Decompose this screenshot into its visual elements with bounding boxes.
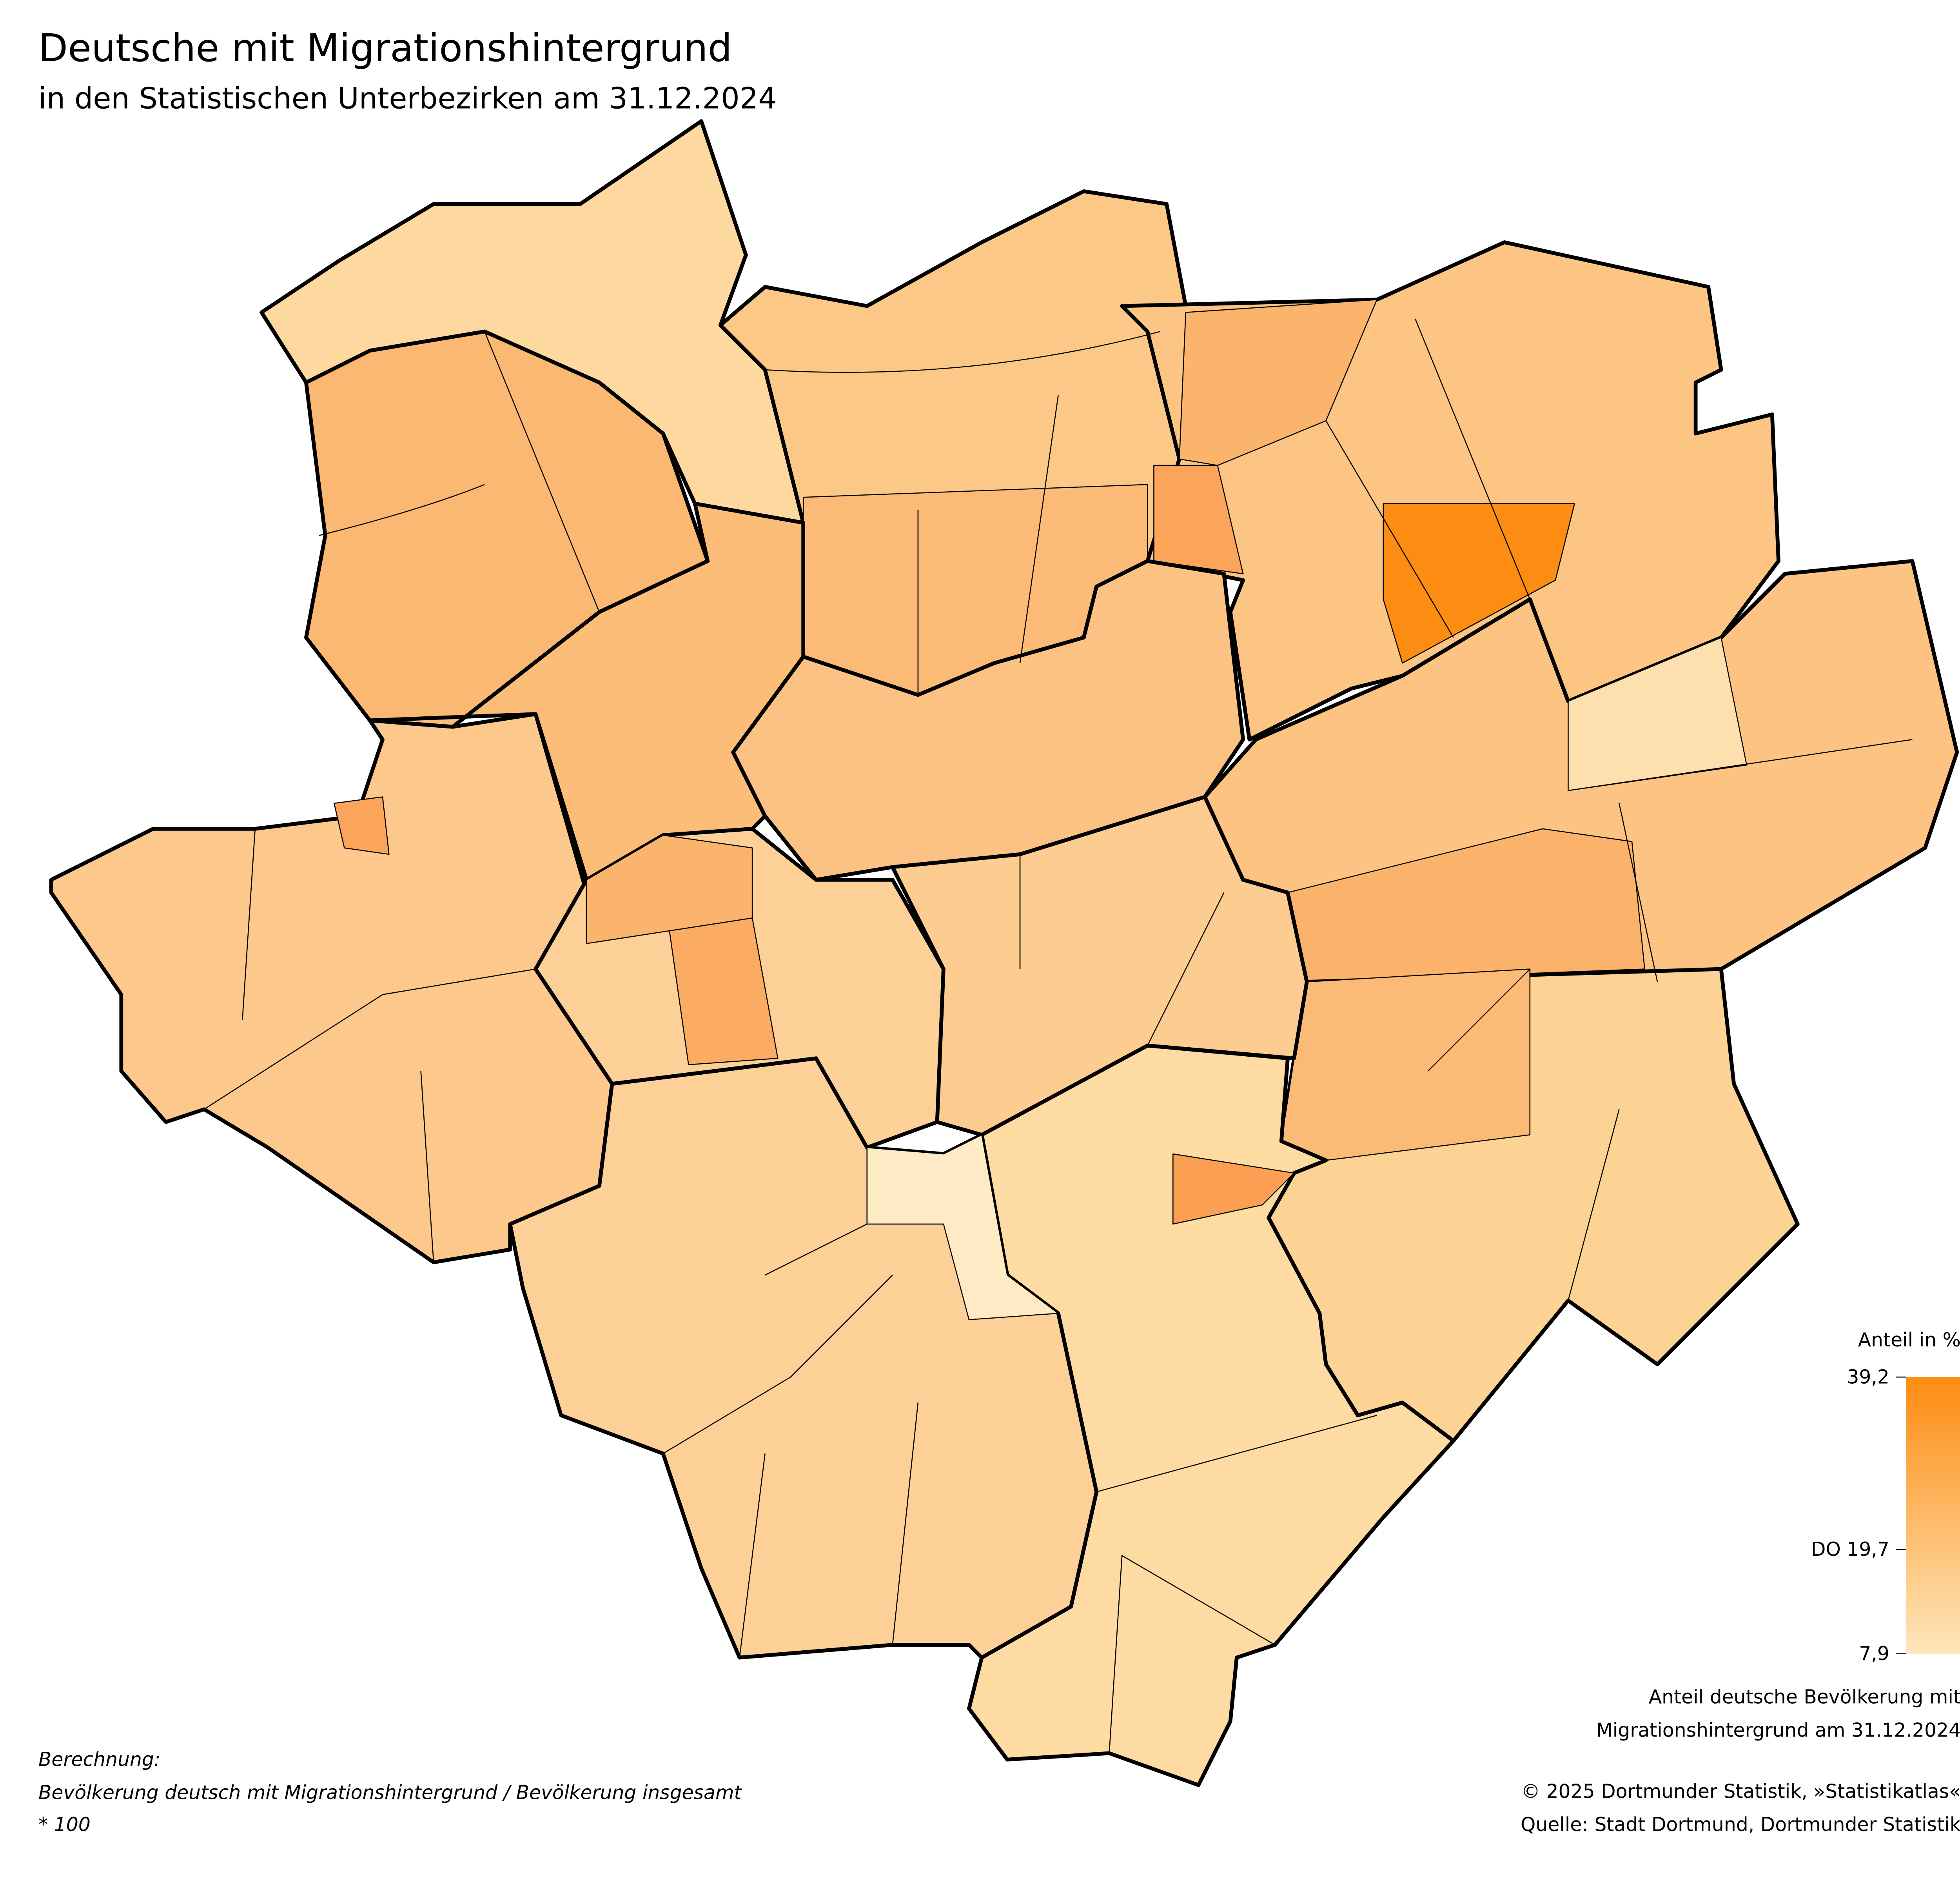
subdistrict (1383, 503, 1575, 664)
note-label: Berechnung: (38, 1748, 160, 1771)
district (731, 559, 1245, 882)
subtitle: in den Statistischen Unterbezirken am 31… (38, 81, 777, 115)
subdistrict (866, 1134, 1059, 1321)
subdistrict (334, 796, 390, 855)
subdistrict (669, 917, 779, 1065)
subdistrict (1179, 299, 1377, 466)
district (890, 795, 1309, 1137)
boundary-line (204, 318, 1913, 1753)
legend-caption: Migrationshintergrund am 31.12.2024 (1596, 1719, 1960, 1741)
legend-tick-label: 39,2 (1847, 1366, 1889, 1388)
district (49, 712, 614, 1264)
note-line: * 100 (38, 1813, 91, 1836)
legend-tick-label: DO 19,7 (1811, 1538, 1889, 1560)
legend: Anteil in % 39,2 DO 19,7 7,9 (1811, 1329, 1960, 1665)
legend-bar (1906, 1377, 1960, 1654)
subdistrict (1172, 1153, 1295, 1225)
districts (49, 119, 1959, 1787)
legend-tick-label: 7,9 (1859, 1642, 1889, 1665)
legend-title: Anteil in % (1858, 1329, 1960, 1351)
subdistrict (1153, 465, 1244, 574)
subdistrict (1568, 637, 1747, 791)
title: Deutsche mit Migrationshintergrund (38, 26, 732, 71)
credit: Quelle: Stadt Dortmund, Dortmunder Stati… (1521, 1813, 1960, 1836)
note-line: Bevölkerung deutsch mit Migrationshinter… (38, 1782, 742, 1804)
subdistrict (586, 834, 753, 944)
credit: © 2025 Dortmunder Statistik, »Statistika… (1521, 1780, 1960, 1802)
subdistrict (1281, 968, 1531, 1161)
legend-caption: Anteil deutsche Bevölkerung mit (1649, 1686, 1960, 1708)
